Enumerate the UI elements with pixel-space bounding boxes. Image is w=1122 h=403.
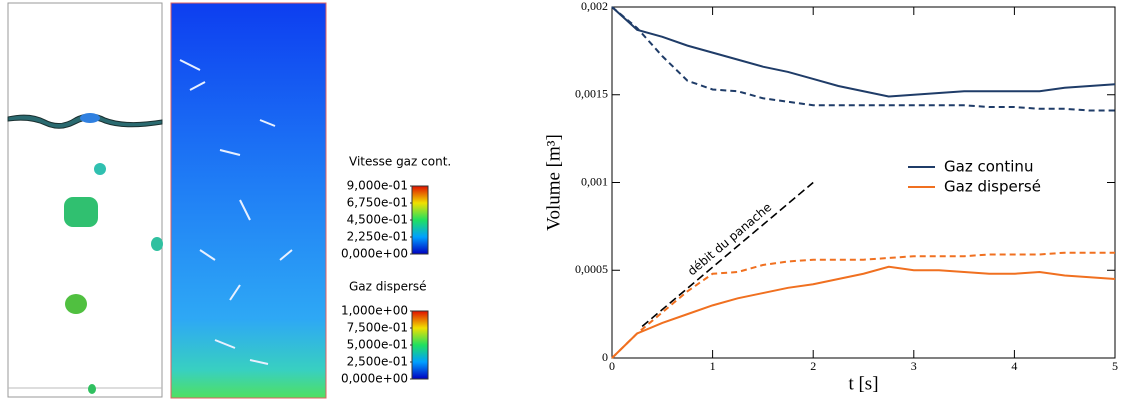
- colorbar-title: Vitesse gaz cont.: [349, 155, 451, 169]
- colorbar-tick-label: 7,500e-01: [347, 321, 408, 335]
- colorbar-tick-label: 2,250e-01: [347, 230, 408, 244]
- colorbar-tick-label: 2,500e-01: [347, 355, 408, 369]
- velocity-view: [170, 2, 327, 399]
- legend-label: Gaz continu: [944, 158, 1033, 176]
- colorbar-tick-label: 6,750e-01: [347, 196, 408, 210]
- colorbar-tick-label: 0,000e+00: [341, 372, 408, 386]
- legend-label: Gaz dispersé: [944, 178, 1041, 196]
- x-tick-label: 0: [609, 359, 615, 373]
- series-line: [611, 265, 1116, 359]
- colorbar-title: Gaz dispersé: [349, 280, 427, 294]
- colorbar-tick-label: 1,000e+00: [341, 304, 408, 318]
- annotation-line: [641, 181, 814, 328]
- y-tick-label: 0,001: [581, 174, 608, 188]
- x-tick-label: 2: [810, 359, 816, 373]
- y-tick-label: 0,002: [581, 0, 608, 13]
- y-axis-label: Volume [m³]: [543, 134, 564, 231]
- series-line: [611, 6, 1116, 98]
- x-tick-label: 5: [1112, 359, 1118, 373]
- annotation-label: débit du panache: [685, 200, 774, 278]
- y-tick-label: 0,0015: [575, 87, 608, 101]
- x-tick-label: 4: [1011, 359, 1017, 373]
- x-tick-label: 3: [911, 359, 917, 373]
- interface-view: [7, 2, 163, 398]
- series-line: [611, 251, 1115, 359]
- y-tick-label: 0,0005: [575, 262, 608, 276]
- colorbar-tick-label: 5,000e-01: [347, 338, 408, 352]
- colorbar: [411, 310, 429, 380]
- y-tick-label: 0: [602, 350, 608, 364]
- x-axis-label: t [s]: [848, 373, 878, 394]
- colorbar-tick-label: 4,500e-01: [347, 213, 408, 227]
- series-line: [611, 6, 1115, 112]
- x-tick-label: 1: [710, 359, 716, 373]
- colorbar: [411, 185, 429, 255]
- colorbar-tick-label: 0,000e+00: [341, 247, 408, 261]
- colorbar-tick-label: 9,000e-01: [347, 179, 408, 193]
